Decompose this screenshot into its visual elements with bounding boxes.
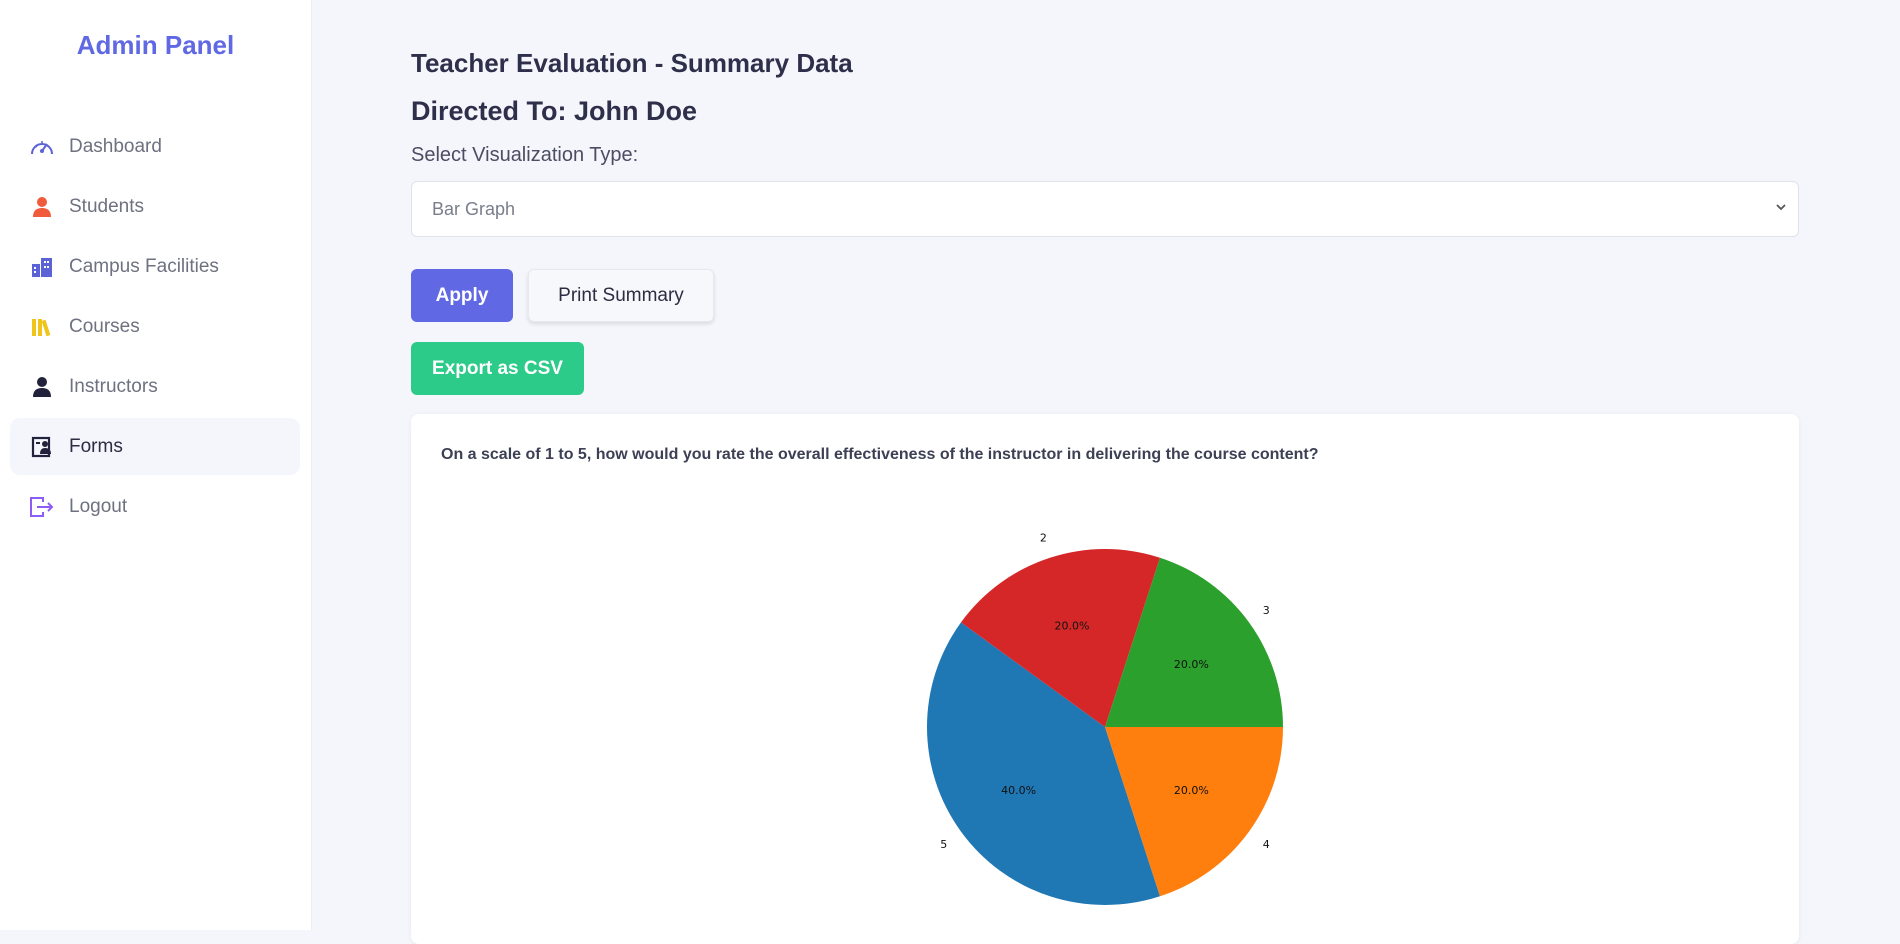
pie-percent-label: 40.0% bbox=[1001, 784, 1036, 797]
pie-category-label: 2 bbox=[1040, 531, 1047, 544]
visualization-type-value: Bar Graph bbox=[432, 198, 516, 219]
brand-title: Admin Panel bbox=[76, 30, 235, 60]
visualization-type-label: Select Visualization Type: bbox=[411, 144, 639, 166]
pie-percent-label: 20.0% bbox=[1174, 658, 1209, 671]
pie-slice-5 bbox=[927, 622, 1161, 905]
pie-percent-label: 20.0% bbox=[1055, 619, 1090, 632]
person-icon bbox=[27, 372, 57, 402]
question-card: On a scale of 1 to 5, how would you rate… bbox=[411, 414, 1799, 944]
sidebar-item-label: Instructors bbox=[69, 375, 158, 397]
sidebar-item-courses[interactable]: Courses bbox=[10, 298, 300, 355]
building-icon bbox=[27, 252, 57, 282]
pie-slice-2 bbox=[960, 549, 1161, 727]
books-icon bbox=[27, 312, 57, 342]
page-title: Teacher Evaluation - Summary Data bbox=[411, 48, 853, 78]
id-card-icon bbox=[27, 432, 57, 462]
sidebar-item-campus-facilities[interactable]: Campus Facilities bbox=[10, 238, 300, 295]
pie-category-label: 4 bbox=[1263, 838, 1270, 851]
pie-category-label: 3 bbox=[1263, 604, 1270, 617]
apply-button[interactable]: Apply bbox=[411, 269, 513, 322]
pie-slice-3 bbox=[1105, 557, 1283, 727]
sidebar-item-instructors[interactable]: Instructors bbox=[10, 358, 300, 415]
sidebar-item-label: Students bbox=[69, 195, 144, 217]
pie-category-label: 5 bbox=[940, 838, 947, 851]
pie-percent-label: 20.0% bbox=[1174, 784, 1209, 797]
sidebar-item-forms[interactable]: Forms bbox=[10, 418, 300, 475]
chevron-down-icon bbox=[1774, 200, 1788, 219]
main-content: Teacher Evaluation - Summary Data Direct… bbox=[311, 0, 1900, 944]
pie-chart: 40.0% 5 20.0% 2 20.0% 3 20.0% 4 bbox=[927, 531, 1283, 905]
sidebar-item-label: Logout bbox=[69, 495, 128, 517]
sidebar-item-label: Campus Facilities bbox=[69, 255, 219, 277]
sidebar-item-logout[interactable]: Logout bbox=[10, 478, 300, 535]
export-csv-button[interactable]: Export as CSV bbox=[411, 342, 584, 395]
sidebar-nav: Dashboard Students bbox=[10, 118, 300, 538]
sidebar-item-label: Courses bbox=[69, 315, 140, 337]
sidebar: Admin Panel Dashboard Student bbox=[0, 0, 312, 930]
gauge-icon bbox=[27, 132, 57, 162]
logout-icon bbox=[27, 492, 57, 522]
sidebar-item-students[interactable]: Students bbox=[10, 178, 300, 235]
print-summary-button[interactable]: Print Summary bbox=[528, 269, 714, 322]
sidebar-item-label: Forms bbox=[69, 435, 123, 457]
pie-slice-4 bbox=[1105, 727, 1283, 897]
sidebar-item-dashboard[interactable]: Dashboard bbox=[10, 118, 300, 175]
question-text: On a scale of 1 to 5, how would you rate… bbox=[441, 446, 1319, 463]
sidebar-item-label: Dashboard bbox=[69, 135, 162, 157]
person-icon bbox=[27, 192, 57, 222]
directed-to-heading: Directed To: John Doe bbox=[411, 96, 698, 126]
visualization-type-select[interactable]: Bar Graph bbox=[411, 181, 1799, 237]
